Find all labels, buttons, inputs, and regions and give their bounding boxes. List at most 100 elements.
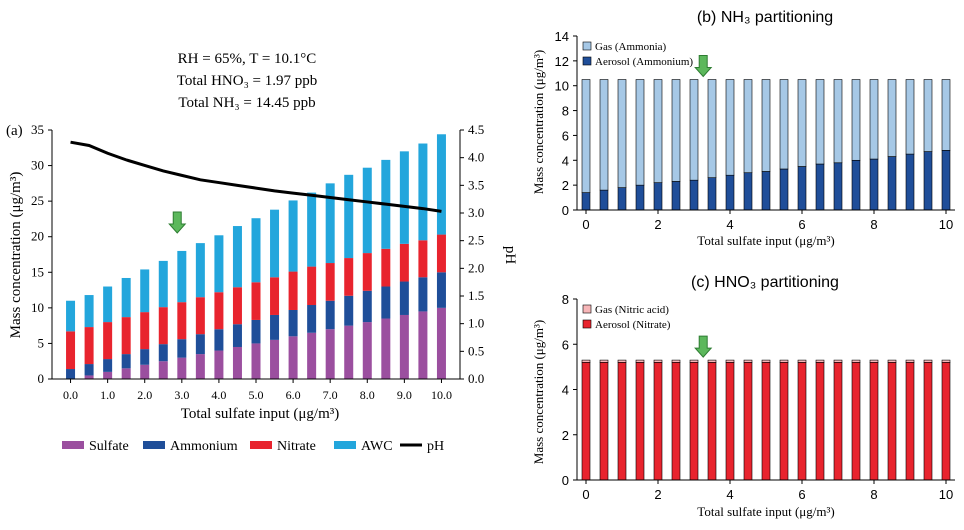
a-x-tick-label: 1.0	[100, 388, 115, 402]
bar-nitrate-1	[84, 327, 94, 365]
c-bar-gas-nitric-acid-14	[833, 359, 843, 363]
b-bar-gas-ammonia-3	[635, 79, 645, 186]
c-bar-gas-nitric-acid-2	[617, 359, 627, 363]
c-y-tick-label: 4	[562, 383, 569, 398]
a-x-tick-label: 6.0	[286, 388, 301, 402]
bar-ammonium-3	[121, 354, 131, 369]
a-y2-tick-label: 0.5	[468, 343, 484, 358]
c-arrow-group	[694, 335, 713, 358]
c-arrow-icon	[694, 335, 713, 358]
b-bar-gas-ammonia-20	[941, 79, 951, 151]
bar-sulfate-6	[177, 357, 187, 379]
c-bar-gas-nitric-acid-1	[599, 359, 609, 363]
a-axes: 0 5 10 15 20 25 30 35 0.0 0.5 1.0 1.5 2.0 2.5 3.0 3.5 4.…	[31, 122, 484, 402]
b-bar-aerosol-ammonium-15	[851, 159, 861, 211]
b-y-tick-label: 6	[562, 128, 569, 143]
bar-awc-12	[288, 200, 298, 272]
b-x-tick-label: 10	[939, 217, 953, 232]
bar-ammonium-16	[362, 290, 372, 323]
b-y-tick-label: 12	[555, 54, 569, 69]
b-bar-aerosol-ammonium-14	[833, 162, 843, 211]
b-bar-aerosol-ammonium-2	[617, 187, 627, 211]
c-bar-aerosol-nitrate-14	[833, 362, 843, 481]
a-ph-line-group	[70, 140, 442, 213]
a-x-tick-label: 3.0	[174, 388, 189, 402]
b-legend-swatch-0	[582, 41, 592, 51]
a-legend-swatch-awc	[334, 441, 356, 449]
bar-sulfate-17	[381, 318, 391, 379]
c-bar-gas-nitric-acid-12	[797, 359, 807, 363]
bar-sulfate-12	[288, 336, 298, 379]
c-y-tick-label: 6	[562, 337, 569, 352]
a-legend-swatch-nitrate	[250, 441, 272, 449]
down-arrow-icon	[694, 335, 713, 358]
bar-sulfate-19	[418, 311, 428, 379]
c-axes: 0 2 4 6 8 0 2 4 6 8 10	[562, 292, 955, 502]
c-legend-swatch-0	[582, 304, 592, 314]
c-bar-gas-nitric-acid-17	[887, 359, 897, 363]
bar-ammonium-18	[399, 281, 409, 315]
bar-sulfate-3	[121, 368, 131, 379]
bar-sulfate-15	[344, 325, 354, 379]
b-bar-gas-ammonia-1	[599, 79, 609, 191]
a-x-tick-label: 10.0	[431, 388, 452, 402]
bar-nitrate-18	[399, 243, 409, 282]
c-bar-aerosol-nitrate-3	[635, 362, 645, 481]
a-legend-label: Nitrate	[277, 439, 316, 454]
b-y-tick-label: 14	[555, 29, 569, 44]
bar-awc-11	[270, 209, 280, 278]
c-bars	[581, 359, 951, 481]
b-legend-label: Gas (Ammonia)	[595, 41, 667, 53]
down-arrow-icon	[168, 211, 187, 234]
b-bar-aerosol-ammonium-4	[653, 182, 663, 211]
c-bar-aerosol-nitrate-9	[743, 362, 753, 481]
bar-awc-19	[418, 143, 428, 241]
bar-sulfate-4	[140, 364, 150, 379]
bar-nitrate-15	[344, 258, 354, 296]
b-y-tick-label: 10	[555, 79, 569, 94]
c-bar-gas-nitric-acid-15	[851, 359, 861, 363]
c-bar-aerosol-nitrate-20	[941, 362, 951, 481]
c-bar-aerosol-nitrate-13	[815, 362, 825, 481]
c-legend-label: Aerosol (Nitrate)	[595, 319, 671, 331]
bar-awc-13	[307, 192, 317, 267]
b-bar-aerosol-ammonium-20	[941, 150, 951, 211]
a-legend-label: AWC	[361, 439, 393, 454]
c-bar-aerosol-nitrate-16	[869, 362, 879, 481]
b-y-tick-label: 2	[562, 178, 569, 193]
c-bar-aerosol-nitrate-2	[617, 362, 627, 481]
c-bar-aerosol-nitrate-6	[689, 362, 699, 481]
b-arrow-group	[694, 55, 713, 78]
bar-sulfate-1	[84, 375, 94, 379]
b-bar-gas-ammonia-7	[707, 79, 717, 178]
c-bar-aerosol-nitrate-7	[707, 362, 717, 481]
a-x-tick-label: 5.0	[249, 388, 264, 402]
b-bar-aerosol-ammonium-3	[635, 184, 645, 211]
a-legend-label: pH	[427, 439, 444, 454]
c-y-tick-label: 2	[562, 428, 569, 443]
a-y2-tick-label: 2.0	[468, 260, 484, 275]
annotation-line-3: Total NH₃ = 14.45 ppb	[178, 95, 315, 111]
bar-awc-3	[121, 277, 131, 318]
a-y-tick-label: 30	[31, 158, 44, 173]
b-bar-aerosol-ammonium-0	[581, 192, 591, 211]
bar-nitrate-10	[251, 282, 261, 320]
a-y2-tick-label: 4.0	[468, 150, 484, 165]
b-legend-label: Aerosol (Ammonium)	[595, 56, 693, 68]
bar-ammonium-7	[195, 334, 205, 355]
c-bar-gas-nitric-acid-18	[905, 359, 915, 363]
bar-ammonium-19	[418, 277, 428, 312]
a-y-tick-label: 15	[31, 264, 44, 279]
b-bar-aerosol-ammonium-16	[869, 158, 879, 211]
a-x-tick-label: 2.0	[137, 388, 152, 402]
c-bar-aerosol-nitrate-12	[797, 362, 807, 481]
bar-ammonium-9	[232, 324, 242, 347]
b-x-tick-label: 6	[798, 217, 805, 232]
c-y-tick-label: 8	[562, 292, 569, 307]
c-x-tick-label: 10	[939, 487, 953, 502]
c-bar-gas-nitric-acid-4	[653, 359, 663, 363]
b-bar-aerosol-ammonium-1	[599, 189, 609, 211]
b-bar-gas-ammonia-18	[905, 79, 915, 155]
c-bar-aerosol-nitrate-8	[725, 362, 735, 481]
